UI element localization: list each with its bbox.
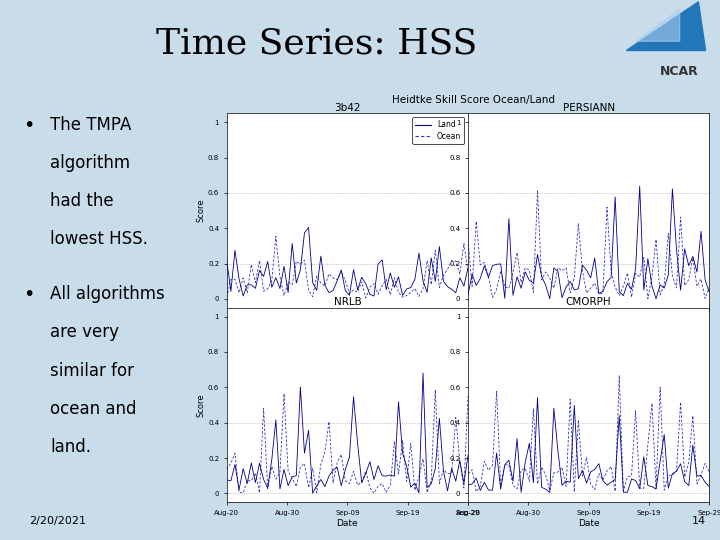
X-axis label: Date: Date <box>577 518 600 528</box>
Text: The TMPA: The TMPA <box>50 116 131 133</box>
Text: Heidtke Skill Score Ocean/Land: Heidtke Skill Score Ocean/Land <box>392 95 555 105</box>
Text: 14: 14 <box>691 516 706 526</box>
Text: 2/20/2021: 2/20/2021 <box>29 516 86 526</box>
Title: CMORPH: CMORPH <box>566 297 611 307</box>
Text: lowest HSS.: lowest HSS. <box>50 230 148 248</box>
Text: NCAR: NCAR <box>660 65 699 78</box>
Text: •: • <box>23 285 34 304</box>
Text: similar for: similar for <box>50 362 134 380</box>
Legend: Land, Ocean: Land, Ocean <box>413 117 464 144</box>
Text: ocean and: ocean and <box>50 400 136 418</box>
Polygon shape <box>636 9 680 42</box>
Text: are very: are very <box>50 323 119 341</box>
Y-axis label: Score: Score <box>196 199 205 222</box>
Title: NRLB: NRLB <box>333 297 361 307</box>
Text: Time Series: HSS: Time Series: HSS <box>156 26 477 60</box>
Text: had the: had the <box>50 192 114 210</box>
Text: All algorithms: All algorithms <box>50 285 165 303</box>
Title: 3b42: 3b42 <box>334 103 361 113</box>
Title: PERSIANN: PERSIANN <box>562 103 615 113</box>
Y-axis label: Score: Score <box>196 393 205 417</box>
Text: land.: land. <box>50 438 91 456</box>
Text: •: • <box>23 116 34 134</box>
Polygon shape <box>626 2 706 51</box>
X-axis label: Date: Date <box>336 518 359 528</box>
Text: algorithm: algorithm <box>50 154 130 172</box>
